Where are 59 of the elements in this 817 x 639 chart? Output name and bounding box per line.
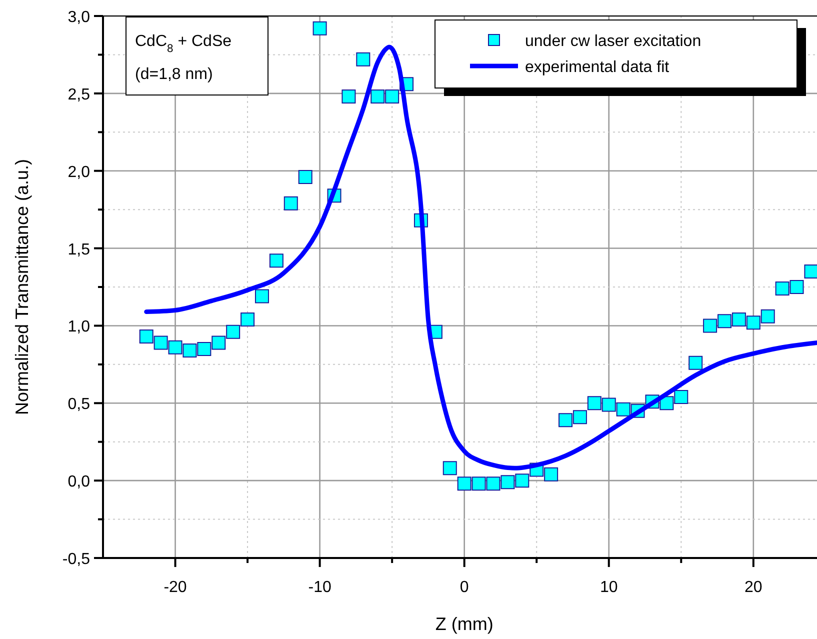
point: [342, 90, 356, 104]
y-tick-label: 1,0: [68, 318, 90, 336]
point: [370, 90, 385, 104]
point: [154, 336, 168, 350]
y-tick-label: 1,5: [68, 241, 90, 258]
point: [457, 476, 472, 491]
point: [602, 398, 616, 412]
point: [688, 356, 703, 370]
y-axis-title: Normalized Transmittance (a.u.): [12, 158, 32, 416]
point: [182, 343, 197, 358]
point: [212, 336, 226, 350]
point: [139, 330, 154, 344]
y-tick-label: 2,5: [68, 86, 90, 104]
point: [254, 289, 269, 304]
point: [472, 476, 486, 491]
point: [312, 21, 327, 36]
y-tick-label: 2,0: [68, 164, 90, 181]
point: [356, 52, 370, 66]
point: [790, 280, 804, 294]
annotation: CdC$_{8}$ + CdSe: [135, 33, 232, 55]
point: [544, 467, 558, 482]
point: [226, 324, 240, 339]
x-axis-title: Z (mm): [435, 614, 494, 634]
point: [240, 312, 255, 327]
point: [385, 90, 400, 104]
legend-label: experimental data fit: [525, 59, 670, 76]
x-tick-label: -20: [164, 579, 187, 596]
point: [486, 476, 500, 491]
point: [168, 340, 182, 354]
point: [674, 390, 688, 404]
point: [760, 309, 775, 324]
point: [558, 413, 573, 428]
point: [746, 316, 760, 330]
x-tick-label: 10: [600, 579, 618, 596]
point: [515, 474, 530, 488]
y-tick-label: -0,5: [62, 551, 90, 568]
point: [442, 461, 457, 476]
point: [587, 396, 602, 410]
x-tick-label: 20: [744, 579, 762, 596]
point: [500, 475, 515, 490]
point: [703, 318, 718, 333]
point: [298, 170, 312, 184]
point: [718, 314, 732, 328]
legend-label: under cw laser excitation: [525, 33, 702, 50]
point: [269, 254, 284, 268]
y-tick-label: 3,0: [68, 9, 90, 26]
annotation: (d=1,8 nm): [135, 66, 213, 83]
y-tick-label: 0,5: [68, 396, 90, 414]
point: [660, 396, 674, 410]
point: [804, 264, 817, 279]
point: [616, 402, 630, 416]
x-tick-label: -10: [308, 579, 332, 596]
point: [284, 196, 298, 210]
y-tick-label: 0,0: [68, 474, 90, 491]
point: [775, 282, 790, 296]
point: [732, 312, 746, 327]
point: [572, 410, 587, 424]
x-tick-label: 0: [460, 579, 469, 596]
point: [197, 342, 212, 356]
